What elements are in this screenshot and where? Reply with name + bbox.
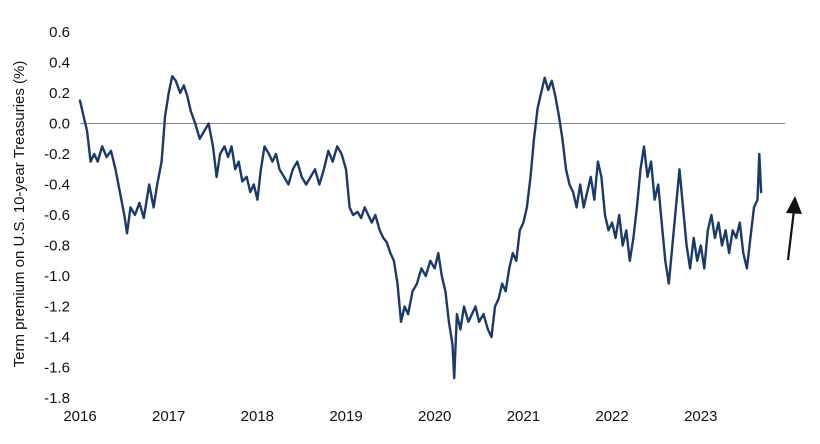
x-tick-label: 2019 [329, 408, 362, 425]
y-tick-label: -0.4 [44, 177, 70, 194]
x-tick-label: 2018 [241, 408, 274, 425]
x-tick-label: 2021 [507, 408, 540, 425]
y-tick-label: -1.0 [44, 268, 70, 285]
y-tick-label: 0.6 [49, 24, 70, 41]
y-tick-label: -1.8 [44, 390, 70, 407]
arrow-head-icon [786, 196, 802, 214]
y-tick-label: -1.2 [44, 299, 70, 316]
y-tick-label: 0.4 [49, 55, 70, 72]
x-tick-label: 2023 [684, 408, 717, 425]
upward-arrow-annotation [786, 196, 802, 261]
y-tick-label: -1.4 [44, 329, 70, 346]
y-tick-label: -0.2 [44, 146, 70, 163]
x-tick-labels: 2016 2017 2018 2019 2020 2021 2022 2023 [63, 408, 717, 425]
y-tick-label: -0.6 [44, 207, 70, 224]
x-tick-label: 2020 [418, 408, 451, 425]
x-tick-label: 2022 [595, 408, 628, 425]
y-tick-label: -0.8 [44, 238, 70, 255]
y-axis-title: Term premium on U.S. 10-year Treasuries … [11, 61, 28, 368]
y-tick-label: 0.0 [49, 116, 70, 133]
y-tick-labels: 0.6 0.4 0.2 0.0 -0.2 -0.4 -0.6 -0.8 -1.0 -1.2 -1.4… [44, 24, 70, 407]
y-tick-label: -1.6 [44, 360, 70, 377]
x-tick-label: 2017 [152, 408, 185, 425]
term-premium-series-line [78, 75, 763, 380]
arrow-shaft [786, 209, 796, 261]
x-tick-label: 2016 [63, 408, 96, 425]
y-tick-label: 0.2 [49, 85, 70, 102]
